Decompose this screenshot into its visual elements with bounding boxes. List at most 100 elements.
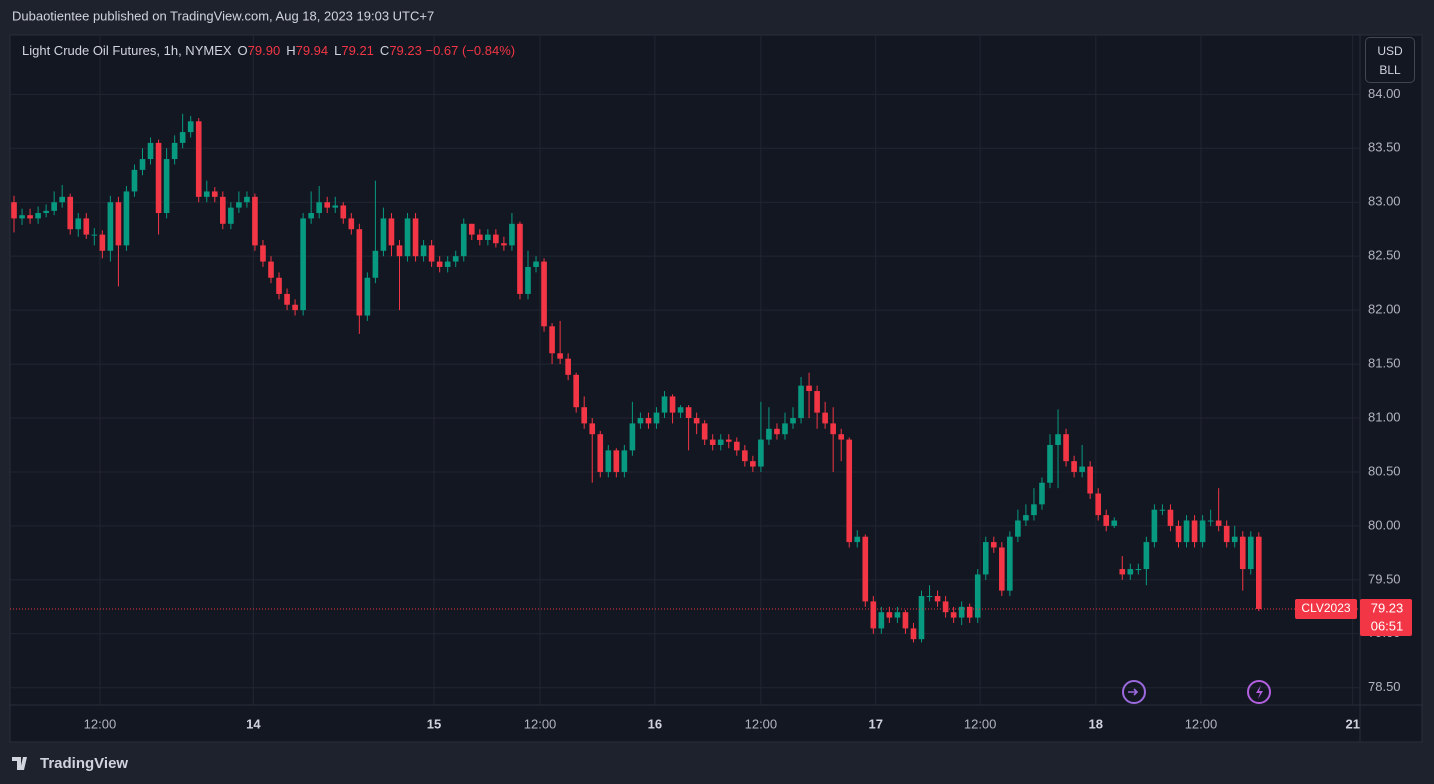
candle-body — [203, 191, 210, 197]
ohlc-key: L — [334, 43, 342, 58]
candle-body — [1175, 525, 1182, 543]
ohlc-value: 79.90 — [247, 43, 281, 58]
candle-body — [356, 229, 363, 316]
candle-body — [452, 256, 459, 262]
candle-body — [163, 159, 170, 214]
candle-body — [1031, 504, 1037, 516]
candle-body — [677, 407, 684, 413]
candle-body — [107, 202, 114, 251]
candle-body — [573, 374, 579, 408]
candle-body — [476, 234, 483, 240]
candle-body — [364, 277, 371, 316]
candle-body — [1231, 536, 1238, 543]
y-tick-label: 83.00 — [1368, 194, 1401, 209]
candle-body — [581, 407, 588, 424]
candle-body — [950, 612, 957, 618]
candle-body — [1063, 434, 1069, 462]
candle-body — [1223, 525, 1230, 543]
candle-body — [613, 450, 620, 472]
event-icon[interactable] — [1247, 680, 1271, 704]
event-icon[interactable] — [1122, 680, 1146, 704]
candle-body — [340, 205, 347, 219]
candle-body — [999, 547, 1005, 591]
candle-body — [974, 574, 981, 618]
candle-body — [1087, 466, 1093, 494]
candle-body — [11, 202, 17, 219]
candle-body — [597, 434, 604, 472]
candle-body — [388, 218, 395, 246]
candle-body — [1127, 569, 1134, 575]
candle-body — [51, 202, 57, 211]
candle-body — [1111, 520, 1118, 526]
y-tick-label: 82.50 — [1368, 248, 1401, 263]
candle-body — [565, 358, 571, 375]
candle-body — [1151, 509, 1158, 543]
candle-body — [244, 196, 250, 203]
x-tick-label: 21 — [1346, 716, 1360, 731]
candle-body — [59, 196, 66, 203]
candle-body — [1247, 536, 1254, 570]
grid — [10, 35, 1360, 705]
candle-body — [236, 202, 242, 208]
candle-body — [396, 245, 403, 257]
candle-body — [653, 412, 660, 424]
candle-body — [1119, 569, 1126, 575]
candle-body — [782, 423, 788, 435]
price-tag — [1360, 598, 1412, 636]
x-tick-label: 12:00 — [84, 716, 117, 731]
candle-body — [862, 536, 869, 602]
candle-body — [549, 326, 555, 354]
candle-body — [918, 596, 925, 640]
candle-body — [43, 210, 49, 214]
x-tick-label: 12:00 — [1185, 716, 1218, 731]
logo-mark — [12, 757, 27, 770]
candle-body — [958, 606, 965, 618]
candle-body — [485, 234, 491, 240]
candle-body — [798, 385, 804, 419]
candle-body — [67, 196, 74, 230]
ohlc-values: O79.90 H79.94 L79.21 C79.23 — [232, 43, 422, 58]
x-tick-label: 12:00 — [524, 716, 557, 731]
chart-frame — [9, 34, 1423, 743]
candle-body — [838, 434, 845, 440]
candle-body — [147, 142, 154, 160]
candle-body — [902, 612, 909, 629]
candle-body — [750, 461, 756, 467]
x-tick-label: 16 — [648, 716, 662, 731]
candle-body — [717, 439, 724, 445]
currency-box[interactable]: USD BLL — [1365, 37, 1415, 83]
candle-body — [1103, 515, 1110, 526]
candle-body — [1239, 536, 1246, 570]
countdown-label: 06:51 — [1371, 618, 1404, 633]
candle-body — [589, 423, 596, 435]
candle-body — [83, 218, 90, 235]
candle-body — [982, 542, 989, 575]
event-icon-glyph — [1256, 685, 1263, 699]
candle-body — [894, 612, 901, 618]
candle-body — [525, 266, 531, 294]
unit: BLL — [1379, 63, 1401, 77]
event-icon-glyph — [1128, 688, 1139, 696]
candle-body — [1183, 520, 1190, 543]
candle-body — [332, 205, 339, 208]
candle-body — [324, 202, 331, 208]
candle-body — [131, 169, 138, 192]
candle-body — [211, 191, 218, 197]
candle-body — [115, 202, 122, 246]
candle-body — [1095, 493, 1102, 516]
y-tick-label: 78.50 — [1368, 679, 1401, 694]
candle-body — [934, 596, 941, 602]
candle-body — [308, 213, 314, 219]
candle-body — [220, 196, 226, 224]
price-tag-label: 79.23 — [1371, 600, 1404, 615]
candle-body — [942, 601, 949, 613]
candle-body — [814, 391, 820, 413]
candle-body — [1215, 520, 1222, 526]
x-tick-label: 15 — [427, 716, 441, 731]
candle-body — [725, 439, 732, 442]
ohlc-key: H — [286, 43, 296, 58]
candle-body — [404, 218, 411, 257]
candle-body — [517, 223, 523, 294]
y-tick-label: 81.50 — [1368, 356, 1401, 371]
